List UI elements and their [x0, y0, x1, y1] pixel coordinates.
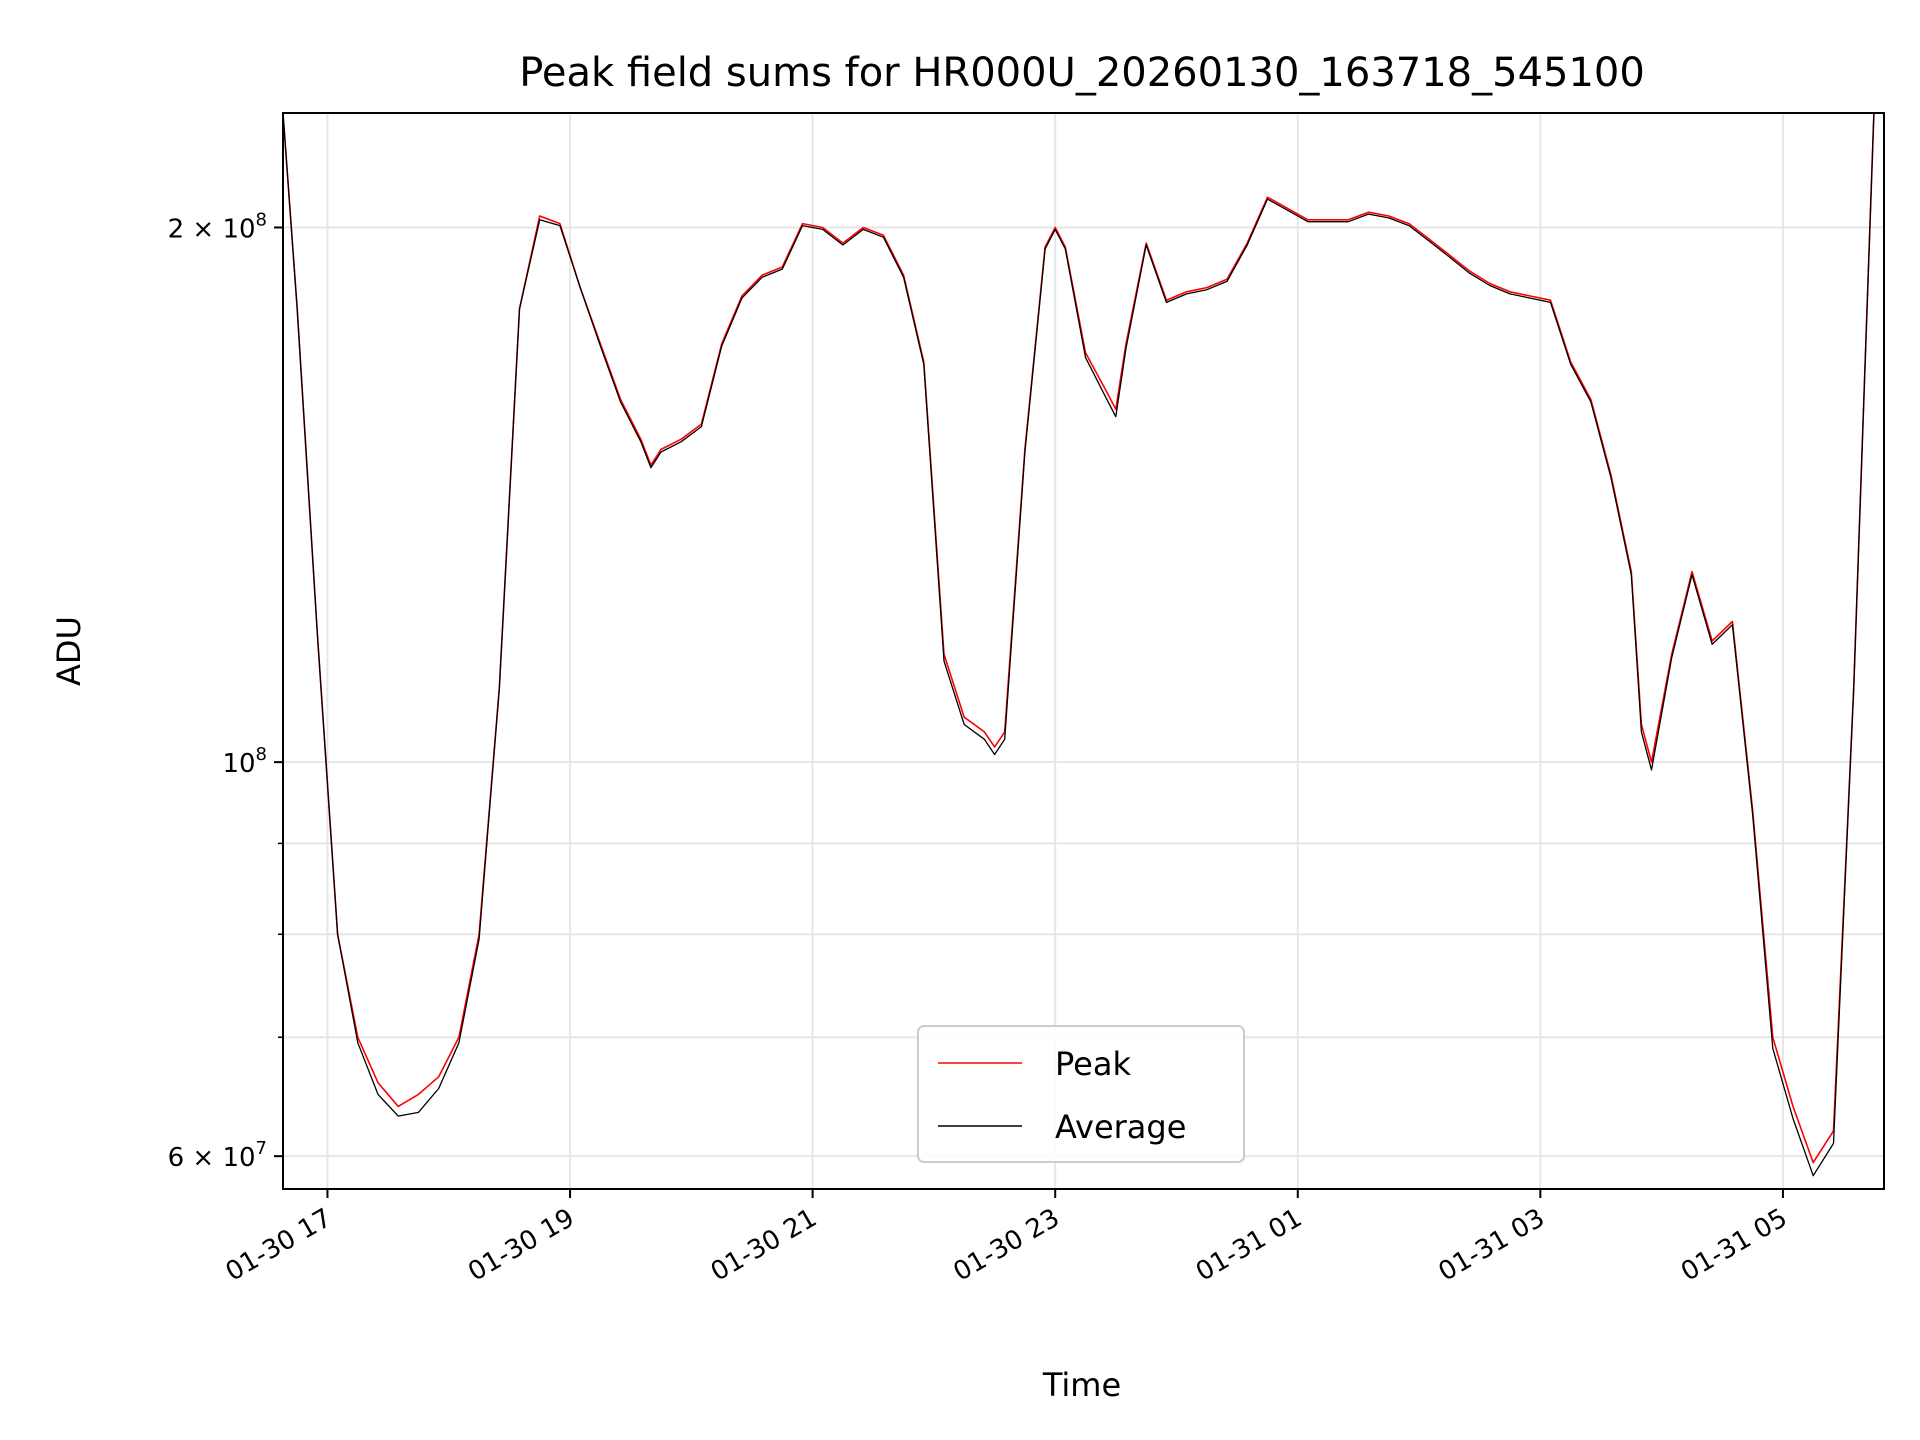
series-lines	[283, 113, 1875, 1177]
chart-title: Peak field sums for HR000U_20260130_1637…	[519, 50, 1645, 96]
y-tick-label: 2 × 108	[168, 209, 267, 244]
legend-label-average: Average	[1055, 1108, 1186, 1146]
plot-frame	[282, 112, 1885, 1190]
y-axis: 6 × 107 108 2 × 108	[168, 209, 283, 1173]
legend-box	[917, 1025, 1245, 1163]
y-tick-label: 108	[222, 744, 267, 779]
y-tick-label: 6 × 107	[168, 1138, 267, 1173]
x-axis-label: Time	[1042, 1366, 1121, 1404]
series-line-average	[283, 113, 1875, 1177]
legend-label-peak: Peak	[1055, 1045, 1131, 1083]
series-line-peak	[283, 113, 1875, 1164]
y-axis-label: ADU	[50, 616, 88, 686]
legend: Peak Average	[917, 1025, 1245, 1163]
